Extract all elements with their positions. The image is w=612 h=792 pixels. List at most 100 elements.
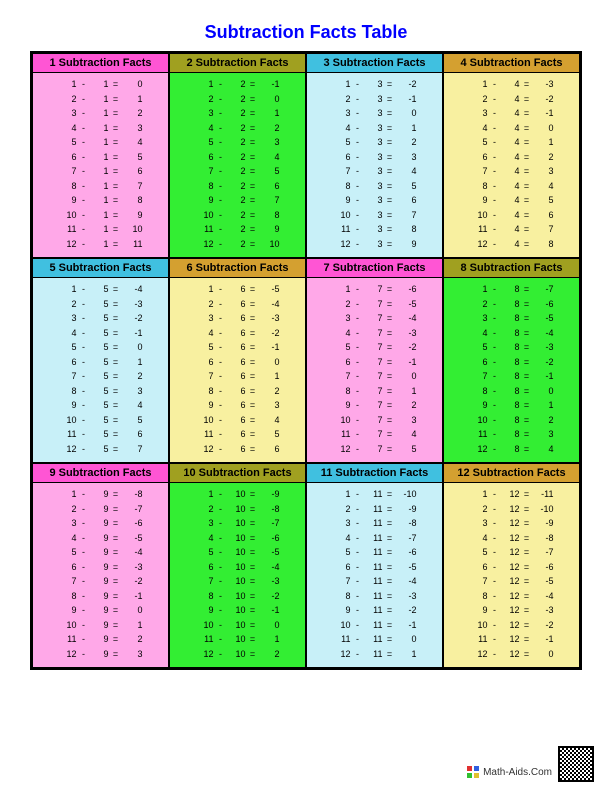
minuend: 4 xyxy=(468,326,490,341)
minus-sign: - xyxy=(216,92,226,107)
difference: -3 xyxy=(121,560,145,575)
subtrahend: 1 xyxy=(89,106,111,121)
subtrahend: 1 xyxy=(89,150,111,165)
subtrahend: 7 xyxy=(363,442,385,457)
minus-sign: - xyxy=(490,589,500,604)
minuend: 10 xyxy=(468,208,490,223)
subtrahend: 6 xyxy=(226,297,248,312)
difference: 5 xyxy=(395,442,419,457)
equals-sign: = xyxy=(522,297,532,312)
difference: 0 xyxy=(121,77,145,92)
minuend: 11 xyxy=(331,632,353,647)
subtrahend: 6 xyxy=(226,282,248,297)
equals-sign: = xyxy=(248,603,258,618)
fact-row: 10-1=9 xyxy=(39,208,162,223)
difference: -10 xyxy=(395,487,419,502)
panel-header: 2 Subtraction Facts xyxy=(170,54,305,73)
equals-sign: = xyxy=(385,413,395,428)
difference: 6 xyxy=(395,193,419,208)
equals-sign: = xyxy=(385,647,395,662)
difference: 7 xyxy=(258,193,282,208)
fact-row: 11-4=7 xyxy=(450,222,573,237)
difference: -2 xyxy=(121,311,145,326)
minuend: 8 xyxy=(468,589,490,604)
subtrahend: 12 xyxy=(500,545,522,560)
difference: -6 xyxy=(395,282,419,297)
minuend: 10 xyxy=(194,208,216,223)
minus-sign: - xyxy=(353,545,363,560)
equals-sign: = xyxy=(385,560,395,575)
minuend: 8 xyxy=(57,179,79,194)
difference: -4 xyxy=(258,297,282,312)
minus-sign: - xyxy=(353,487,363,502)
fact-row: 5-11=-6 xyxy=(313,545,436,560)
fact-row: 11-12=-1 xyxy=(450,632,573,647)
subtrahend: 5 xyxy=(89,369,111,384)
subtrahend: 9 xyxy=(89,618,111,633)
difference: 3 xyxy=(121,121,145,136)
equals-sign: = xyxy=(522,632,532,647)
subtrahend: 6 xyxy=(226,326,248,341)
minus-sign: - xyxy=(353,164,363,179)
minus-sign: - xyxy=(79,208,89,223)
minus-sign: - xyxy=(216,560,226,575)
fact-row: 12-9=3 xyxy=(39,647,162,662)
minuend: 9 xyxy=(194,603,216,618)
panel-body: 1-3=-22-3=-13-3=04-3=15-3=26-3=37-3=48-3… xyxy=(307,73,442,257)
minus-sign: - xyxy=(353,589,363,604)
minuend: 4 xyxy=(194,121,216,136)
minuend: 6 xyxy=(331,560,353,575)
equals-sign: = xyxy=(248,632,258,647)
subtrahend: 7 xyxy=(363,282,385,297)
difference: 5 xyxy=(532,193,556,208)
minus-sign: - xyxy=(353,237,363,252)
difference: 1 xyxy=(258,106,282,121)
panel-1: 1 Subtraction Facts1-1=02-1=13-1=24-1=35… xyxy=(32,53,169,258)
fact-row: 4-5=-1 xyxy=(39,326,162,341)
subtrahend: 8 xyxy=(500,369,522,384)
panel-body: 1-8=-72-8=-63-8=-54-8=-45-8=-36-8=-27-8=… xyxy=(444,278,579,462)
subtrahend: 2 xyxy=(226,135,248,150)
minuend: 2 xyxy=(468,297,490,312)
subtrahend: 3 xyxy=(363,179,385,194)
minuend: 9 xyxy=(331,603,353,618)
difference: -3 xyxy=(258,574,282,589)
panel-body: 1-1=02-1=13-1=24-1=35-1=46-1=57-1=68-1=7… xyxy=(33,73,168,257)
minus-sign: - xyxy=(490,603,500,618)
panel-header: 8 Subtraction Facts xyxy=(444,259,579,278)
minuend: 10 xyxy=(331,413,353,428)
equals-sign: = xyxy=(111,164,121,179)
difference: -1 xyxy=(532,106,556,121)
minus-sign: - xyxy=(216,384,226,399)
fact-row: 3-1=2 xyxy=(39,106,162,121)
subtrahend: 1 xyxy=(89,135,111,150)
subtrahend: 12 xyxy=(500,487,522,502)
fact-row: 3-2=1 xyxy=(176,106,299,121)
minuend: 1 xyxy=(331,282,353,297)
difference: -2 xyxy=(121,574,145,589)
fact-row: 4-11=-7 xyxy=(313,531,436,546)
minuend: 2 xyxy=(194,92,216,107)
minus-sign: - xyxy=(79,121,89,136)
minus-sign: - xyxy=(353,222,363,237)
fact-row: 12-4=8 xyxy=(450,237,573,252)
difference: -10 xyxy=(532,502,556,517)
equals-sign: = xyxy=(385,179,395,194)
difference: -5 xyxy=(395,297,419,312)
minus-sign: - xyxy=(216,589,226,604)
difference: 3 xyxy=(121,647,145,662)
subtrahend: 7 xyxy=(363,398,385,413)
minuend: 5 xyxy=(57,340,79,355)
equals-sign: = xyxy=(248,92,258,107)
panel-header: 3 Subtraction Facts xyxy=(307,54,442,73)
difference: 4 xyxy=(395,427,419,442)
subtrahend: 9 xyxy=(89,632,111,647)
subtrahend: 4 xyxy=(500,222,522,237)
panel-header: 10 Subtraction Facts xyxy=(170,464,305,483)
subtrahend: 10 xyxy=(226,647,248,662)
fact-row: 3-7=-4 xyxy=(313,311,436,326)
equals-sign: = xyxy=(248,398,258,413)
minuend: 4 xyxy=(331,326,353,341)
panel-header: 7 Subtraction Facts xyxy=(307,259,442,278)
equals-sign: = xyxy=(522,106,532,121)
